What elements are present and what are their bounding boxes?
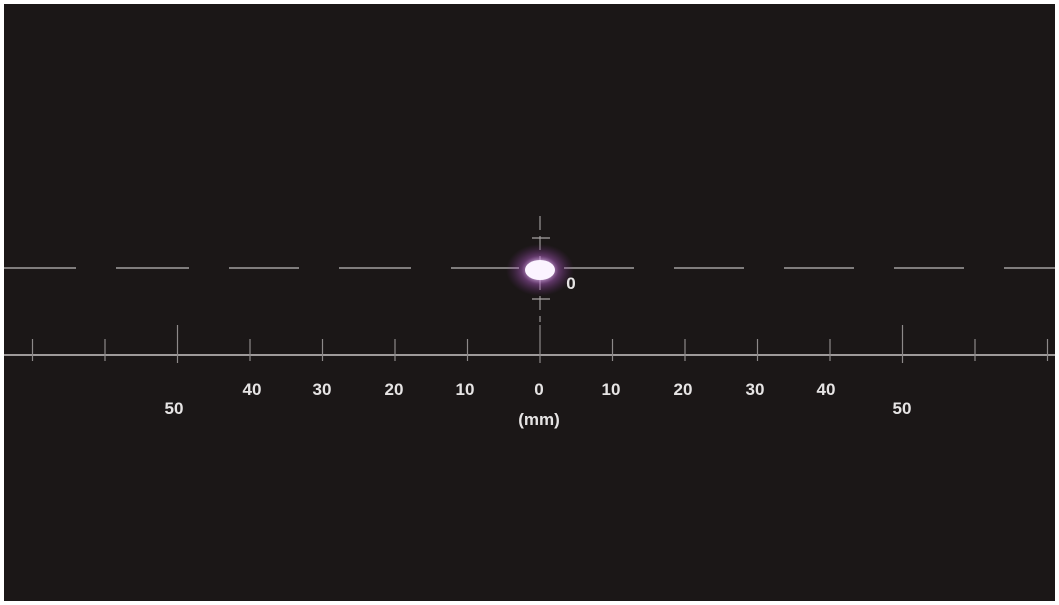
right-tick-label-50: 50	[892, 399, 912, 418]
laser-spot	[506, 244, 574, 296]
left-tick-label-10: 10	[455, 380, 475, 399]
unit-label: (mm)	[518, 410, 560, 429]
right-tick-label-30: 30	[745, 380, 765, 399]
left-tick-label-50: 50	[164, 399, 184, 418]
ruler-ticks	[31, 325, 1049, 363]
spot-zero-label: 0	[566, 274, 576, 293]
scale-graphic	[4, 216, 1055, 363]
projection-screen: 50 40 30 20 10 0 (mm) 10 20 30 40 50 0	[4, 4, 1055, 601]
left-tick-label-30: 30	[312, 380, 332, 399]
left-tick-label-40: 40	[242, 380, 262, 399]
center-tick-label: 0	[534, 380, 544, 399]
right-tick-label-10: 10	[601, 380, 621, 399]
right-tick-label-40: 40	[816, 380, 836, 399]
left-tick-label-20: 20	[384, 380, 404, 399]
laser-core	[525, 260, 555, 280]
right-tick-label-20: 20	[673, 380, 693, 399]
